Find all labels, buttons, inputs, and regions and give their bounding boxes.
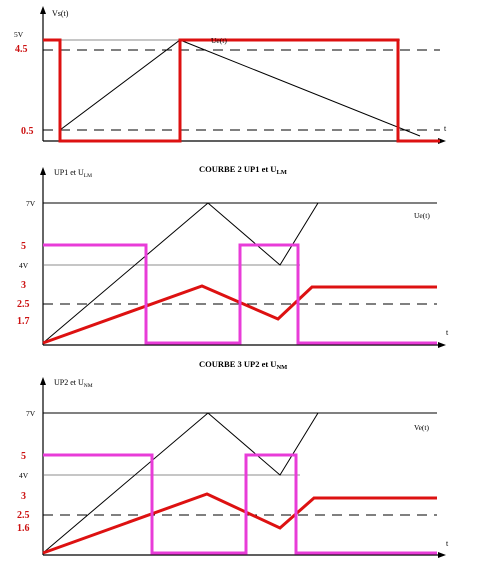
panel3-y-arrow [40,377,46,385]
panel2-ulm-signal [42,284,437,345]
panel2-tick-1-7: 1.7 [17,316,30,327]
panel1-ylabel: Vs(t) [52,9,69,18]
panel2-tick-4v: 4V [19,261,29,270]
panel3-tick-3: 3 [21,491,26,502]
panel2-y-arrow [40,167,46,175]
panel2-x-arrow [438,342,446,348]
panel1-tick-0-5: 0.5 [21,126,34,137]
panel1-tick-5v: 5V [14,30,24,39]
panel1-x-end-label: t [444,124,447,133]
panel2-up1-square [43,243,437,345]
panel3-ylabel: UP2 et UNM [54,378,93,389]
panel2-title: COURBE 2 UP1 et ULM [199,164,287,176]
panel-2: COURBE 2 UP1 et ULM UP1 et ULM Ue(t) t 7… [17,164,449,348]
panel3-curve-label: Ve(t) [414,423,429,432]
panel-3: COURBE 3 UP2 et UNM UP2 et UNM Ve(t) t 7… [17,359,449,558]
panel3-tick-2-5: 2.5 [17,510,30,521]
panel2-tick-7v: 7V [26,199,36,208]
panel1-y-arrow [40,6,46,14]
panel2-ylabel: UP1 et ULM [54,168,92,179]
panel3-title: COURBE 3 UP2 et UNM [199,359,287,371]
panel1-square-wave [43,38,440,143]
panel2-tick-2-5: 2.5 [17,299,30,310]
panel-1: Vs(t) Ue(t) t 5V 4.5 0.5 [14,6,447,144]
panel2-curve-label: Ue(t) [414,211,430,220]
panel3-x-arrow [438,552,446,558]
panel1-tick-4-5: 4.5 [15,44,28,55]
panel2-ue-signal [42,202,437,344]
panel2-tick-5: 5 [21,241,26,252]
panel2-x-end-label: t [446,328,449,337]
panel3-up2-square [43,453,437,555]
panel1-curve-label: Ue(t) [211,36,227,45]
panel3-tick-7v: 7V [26,409,36,418]
panel3-tick-4v: 4V [19,471,29,480]
panel1-triangle-wave [59,39,421,137]
panel3-tick-1-6: 1.6 [17,523,30,534]
panel3-tick-5: 5 [21,451,26,462]
panel2-tick-3: 3 [21,280,26,291]
panel3-x-end-label: t [446,539,449,548]
